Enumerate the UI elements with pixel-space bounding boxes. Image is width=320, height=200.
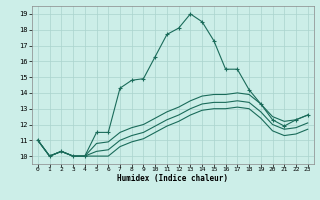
X-axis label: Humidex (Indice chaleur): Humidex (Indice chaleur) [117,174,228,183]
